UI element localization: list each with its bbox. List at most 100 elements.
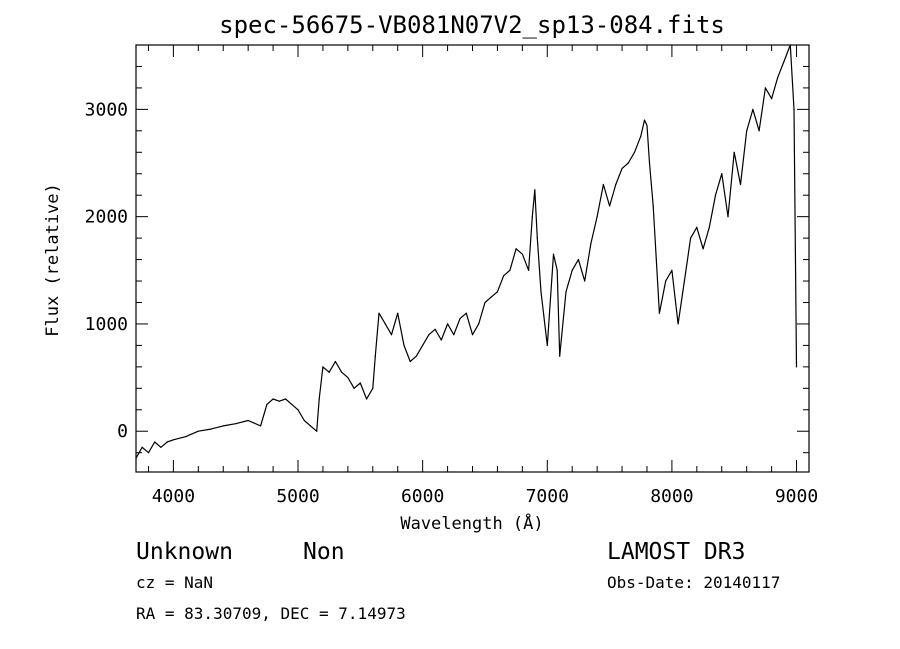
spectrum-point <box>197 430 199 432</box>
object-class-label: Non <box>303 539 345 565</box>
spectrum-point <box>552 253 555 255</box>
spectrum-point <box>643 119 646 121</box>
spectrum-point <box>609 205 611 207</box>
spectrum-point <box>531 216 533 218</box>
spectrum-point <box>316 430 318 432</box>
spectrum-point <box>166 441 168 443</box>
x-tick-label: 8000 <box>650 486 693 507</box>
spectrum-point <box>646 124 648 127</box>
spectrum-point <box>409 360 411 363</box>
spectrum-point <box>428 334 430 336</box>
spectrum-point <box>752 108 754 110</box>
spectrum-point <box>714 194 717 196</box>
spectrum-point <box>540 291 542 293</box>
spectrum-point <box>303 419 305 422</box>
spectrum-point <box>384 323 386 325</box>
spectrum-point <box>534 189 536 191</box>
spectrum-point <box>536 237 538 239</box>
spectrum-point <box>318 398 320 400</box>
spectrum-point <box>347 377 349 379</box>
spectrum-point <box>471 334 474 336</box>
spectrum-point <box>447 323 449 325</box>
spectrum-point <box>584 280 586 282</box>
spectrum-point <box>309 425 312 427</box>
spectrum-point <box>633 151 636 153</box>
spectrum-point <box>465 312 467 314</box>
spectrum-point <box>795 366 798 368</box>
coordinates-label: RA = 83.30709, DEC = 7.14973 <box>136 604 406 623</box>
spectrum-point <box>440 339 442 341</box>
spectrum-point <box>496 291 498 293</box>
survey-label: LAMOST DR3 <box>607 539 745 565</box>
spectrum-point <box>378 312 380 314</box>
spectrum-point <box>615 183 617 186</box>
spectrum-point <box>671 269 673 271</box>
spectrum-point <box>683 280 686 282</box>
spectrum-point <box>727 216 729 218</box>
spectrum-point <box>372 387 374 389</box>
y-tick-label: 1000 <box>85 314 128 335</box>
spectrum-point <box>141 446 143 448</box>
spectrum-point <box>403 344 405 346</box>
y-axis-label: Flux (relative) <box>43 183 63 337</box>
spectrum-point <box>764 87 767 89</box>
spectrum-point <box>565 291 567 293</box>
spectrum-point <box>783 60 785 62</box>
spectrum-line <box>135 44 798 459</box>
spectrum-point <box>556 269 558 271</box>
spectrum-point <box>739 183 742 186</box>
obs-date-label: Obs-Date: 20140117 <box>607 573 780 592</box>
object-type-label: Unknown <box>136 539 233 565</box>
spectrum-point <box>559 355 561 357</box>
spectrum-point <box>640 135 642 137</box>
spectrum-point <box>328 371 330 373</box>
spectrum-point <box>210 428 212 430</box>
spectrum-point <box>721 173 723 175</box>
spectrum-point <box>272 398 274 400</box>
x-tick-label: 9000 <box>775 486 818 507</box>
spectrum-point <box>696 226 698 228</box>
spectrum-point <box>528 269 530 271</box>
x-axis-ticks: 4000 5000 6000 7000 8000 9000 <box>147 45 818 507</box>
spectrum-point <box>374 355 376 357</box>
spectrum-point <box>341 371 343 373</box>
x-tick-label: 5000 <box>276 486 319 507</box>
spectrum-point <box>422 344 424 346</box>
spectrum-point <box>789 44 791 46</box>
spectrum-point <box>515 248 517 250</box>
spectrum-point <box>222 425 224 427</box>
spectrum-point <box>260 425 262 427</box>
spectrum-point <box>478 323 480 325</box>
spectrum-point <box>733 151 735 153</box>
spectrum-point <box>397 312 399 314</box>
spectrum-point <box>285 398 287 400</box>
spectrum-point <box>602 183 605 186</box>
spectrum-point <box>690 237 692 239</box>
spectrum-point <box>154 441 156 443</box>
series-layer <box>135 44 798 459</box>
spectrum-point <box>577 259 580 261</box>
x-axis-label: Wavelength (Å) <box>400 512 543 534</box>
spectrum-point <box>648 162 651 164</box>
spectrum-point <box>652 205 654 207</box>
spectrum-point <box>571 269 573 271</box>
spectrum-point <box>247 419 249 422</box>
spectrum-point <box>359 382 361 384</box>
spectrum-point <box>322 366 324 368</box>
spectrum-point <box>702 248 704 250</box>
spectrum-point <box>490 296 492 298</box>
spectrum-point <box>521 253 524 255</box>
spectrum-point <box>135 457 137 459</box>
spectrum-point <box>415 355 417 357</box>
y-tick-label: 2000 <box>85 207 128 228</box>
plot-frame <box>135 44 810 473</box>
spectrum-point <box>278 400 280 402</box>
x-tick-label: 7000 <box>526 486 569 507</box>
y-tick-label: 3000 <box>85 99 128 120</box>
spectrum-point <box>459 318 461 320</box>
y-tick-label: 0 <box>117 421 128 442</box>
spectrum-point <box>266 403 268 405</box>
spectrum-point <box>596 216 598 218</box>
spectrum-point <box>777 76 779 78</box>
